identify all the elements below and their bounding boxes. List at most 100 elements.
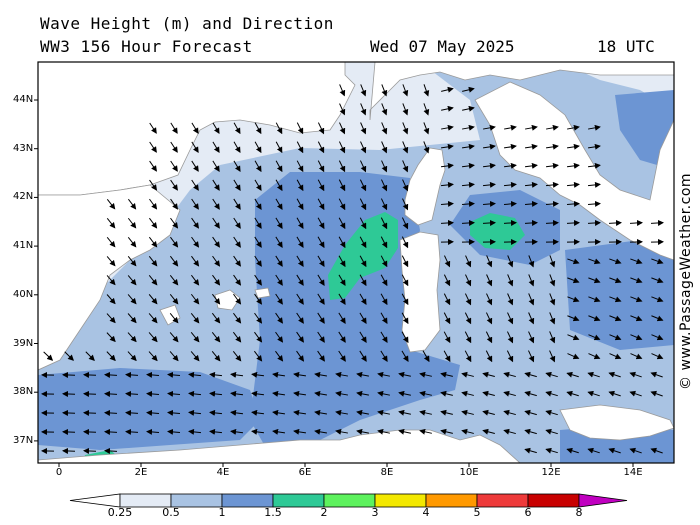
direction-arrow	[293, 409, 307, 416]
direction-arrow	[275, 122, 283, 135]
direction-arrow	[608, 371, 621, 378]
direction-arrow	[230, 371, 244, 378]
direction-arrow	[190, 312, 200, 324]
direction-arrow	[402, 179, 409, 192]
direction-arrow	[272, 390, 286, 397]
direction-arrow	[338, 179, 346, 192]
direction-arrow	[482, 162, 496, 169]
direction-arrow	[233, 293, 242, 305]
direction-arrow	[423, 122, 430, 135]
direction-arrow	[148, 255, 158, 267]
direction-arrow	[630, 315, 643, 322]
forecast-date: Wed 07 May 2025	[370, 37, 515, 56]
direction-arrow	[254, 198, 262, 210]
direction-arrow	[381, 122, 388, 135]
direction-arrow	[566, 447, 579, 454]
lon-label: 14E	[623, 467, 643, 478]
direction-arrow	[293, 428, 307, 435]
direction-arrow	[167, 409, 181, 416]
direction-arrow	[339, 84, 346, 97]
direction-arrow	[380, 293, 388, 306]
direction-arrow	[233, 198, 241, 210]
direction-arrow	[506, 350, 514, 363]
direction-arrow	[293, 371, 307, 378]
direction-arrow	[230, 428, 244, 435]
direction-arrow	[482, 219, 496, 226]
direction-arrow	[170, 236, 179, 248]
direction-arrow	[106, 351, 116, 362]
direction-arrow	[528, 331, 535, 344]
direction-arrow	[317, 122, 325, 135]
direction-arrow	[170, 179, 178, 191]
direction-arrow	[275, 312, 283, 324]
direction-arrow	[461, 409, 474, 416]
direction-arrow	[169, 294, 179, 305]
direction-arrow	[650, 219, 664, 226]
direction-arrow	[359, 274, 367, 287]
lat-label: 44N	[13, 94, 34, 105]
direction-arrow	[127, 332, 137, 343]
direction-arrow	[275, 179, 283, 192]
direction-arrow	[296, 198, 304, 211]
direction-arrow	[170, 217, 179, 229]
direction-arrow	[546, 124, 559, 131]
colorbar-label: 8	[575, 506, 583, 519]
colorbar-label: 4	[422, 506, 430, 519]
direction-arrow	[443, 350, 451, 363]
direction-arrow	[524, 219, 538, 226]
direction-arrow	[169, 274, 179, 286]
direction-arrow	[398, 428, 411, 435]
lon-label: 0	[55, 467, 63, 478]
direction-arrow	[191, 217, 199, 229]
direction-arrow	[630, 353, 643, 360]
direction-arrow	[272, 428, 286, 435]
direction-arrow	[528, 312, 535, 325]
direction-arrow	[609, 258, 622, 265]
direction-arrow	[464, 350, 472, 363]
direction-arrow	[402, 141, 409, 154]
direction-arrow	[233, 236, 241, 248]
direction-arrow	[464, 293, 472, 306]
direction-arrow	[524, 371, 537, 378]
direction-arrow	[482, 371, 495, 378]
lon-label: 8E	[380, 467, 394, 478]
land-italy-north	[369, 62, 674, 121]
direction-arrow	[381, 160, 388, 173]
direction-arrow	[191, 122, 199, 134]
direction-arrow	[191, 255, 200, 267]
direction-arrow	[360, 141, 367, 154]
direction-arrow	[360, 103, 367, 116]
direction-arrow	[233, 274, 242, 286]
direction-arrow	[566, 371, 579, 378]
direction-arrow	[482, 181, 496, 188]
direction-arrow	[148, 313, 158, 324]
direction-arrow	[125, 371, 139, 378]
direction-arrow	[380, 274, 388, 287]
direction-arrow	[567, 277, 580, 284]
direction-arrow	[191, 179, 199, 191]
direction-arrow	[317, 198, 325, 211]
direction-arrow	[317, 236, 325, 249]
direction-arrow	[609, 334, 622, 341]
direction-arrow	[381, 84, 388, 97]
direction-arrow	[545, 409, 558, 416]
direction-arrow	[296, 236, 304, 249]
direction-arrow	[233, 312, 242, 324]
direction-arrow	[233, 255, 241, 267]
direction-arrow	[507, 293, 514, 306]
direction-arrow	[83, 447, 97, 454]
direction-arrow	[567, 334, 580, 341]
direction-arrow	[254, 255, 262, 267]
credit-text: © www.PassageWeather.com	[678, 172, 694, 390]
direction-arrow	[441, 124, 454, 131]
direction-arrow	[317, 217, 325, 230]
direction-arrow	[525, 124, 538, 131]
direction-arrow	[443, 274, 451, 287]
direction-arrow	[381, 141, 388, 154]
direction-arrow	[339, 103, 346, 116]
direction-arrow	[314, 409, 328, 416]
direction-arrow	[317, 141, 325, 154]
direction-arrow	[359, 198, 367, 211]
direction-arrow	[398, 390, 411, 397]
direction-arrow	[212, 274, 221, 286]
